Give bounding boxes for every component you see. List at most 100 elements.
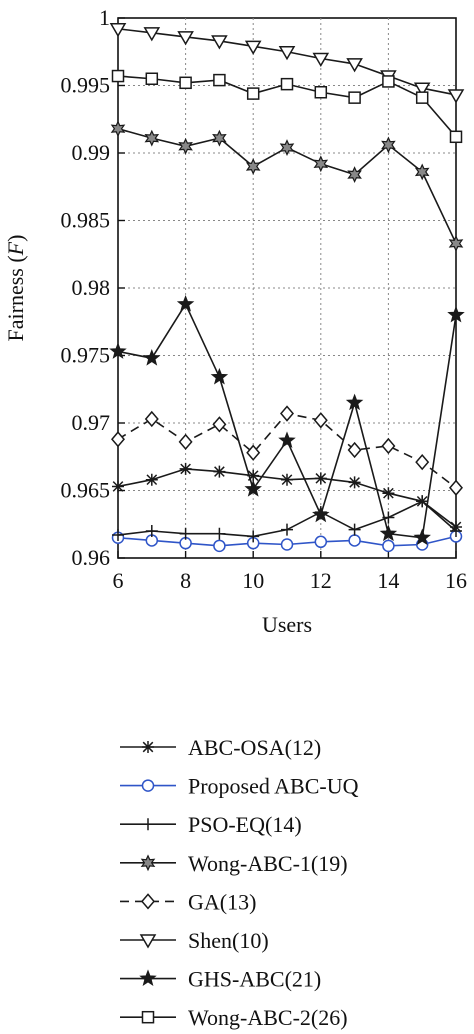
data-point-triangle [278, 46, 296, 61]
y-tick-label: 1 [99, 5, 110, 30]
legend-item: PSO-EQ(14) [120, 812, 302, 837]
data-point-square [348, 91, 361, 104]
data-point-hexstar [381, 136, 396, 154]
y-tick-label: 0.97 [72, 410, 111, 435]
series-wong-abc-2-26 [111, 69, 463, 144]
y-tick-label: 0.96 [72, 545, 111, 570]
data-point-triangle [244, 40, 262, 55]
data-point-diamond [144, 410, 159, 428]
data-point-diamond [381, 437, 396, 455]
y-axis-title-suffix: ) [3, 235, 28, 242]
data-point-diamond [347, 441, 362, 459]
y-tick-label: 0.995 [61, 73, 111, 98]
data-point-asterisk [112, 480, 124, 493]
data-point-plus [213, 527, 226, 540]
legend-item: Shen(10) [120, 928, 269, 953]
plot-area: 6 8 10 12 14 16 0.96 0.965 0.97 0.975 0.98 0.985 0.9… [61, 5, 468, 593]
y-tick-label: 0.975 [61, 343, 111, 368]
x-tick-label: 6 [113, 568, 124, 593]
data-point-circle [213, 539, 226, 553]
data-point-hexstar [140, 854, 156, 872]
y-tick-label: 0.965 [61, 478, 111, 503]
data-point-hexstar [448, 235, 464, 252]
legend-label: GHS-ABC(21) [188, 967, 321, 992]
data-point-triangle [346, 58, 363, 73]
data-point-plus [179, 527, 192, 540]
data-point-star [176, 295, 195, 312]
data-point-hexstar [245, 158, 261, 175]
data-point-plus [142, 818, 154, 831]
axis-labels: Users Fairness (F) [3, 235, 312, 637]
data-point-circle [314, 535, 328, 549]
data-point-star [379, 524, 398, 542]
data-point-star [447, 305, 465, 323]
data-point-square [246, 87, 260, 100]
data-point-hexstar [313, 155, 329, 173]
axes: 6 8 10 12 14 16 0.96 0.965 0.97 0.975 0.98 0.985 0.9… [61, 5, 468, 593]
data-point-hexstar [178, 137, 193, 155]
data-point-square [141, 1010, 155, 1024]
data-point-triangle [139, 934, 157, 949]
data-point-triangle [109, 23, 127, 38]
data-point-star [413, 528, 431, 546]
data-point-asterisk [247, 469, 260, 482]
data-point-diamond [111, 431, 125, 448]
data-point-square [111, 69, 125, 83]
data-point-plus [348, 523, 361, 536]
data-point-triangle [143, 27, 161, 42]
x-axis-title: Users [262, 612, 312, 637]
data-point-plus [416, 495, 429, 508]
data-point-star [345, 393, 364, 411]
series-ga-13 [111, 405, 463, 496]
data-point-plus [281, 523, 293, 536]
data-point-star [139, 969, 157, 987]
data-point-square [449, 130, 463, 144]
data-point-circle [348, 534, 361, 547]
data-point-star [312, 505, 330, 523]
data-point-asterisk [213, 465, 226, 478]
data-point-plus [247, 530, 260, 543]
data-point-diamond [212, 416, 227, 433]
y-tick-label: 0.98 [72, 275, 111, 300]
x-tick-label: 14 [377, 568, 399, 593]
data-point-circle [141, 779, 155, 792]
legend: ABC-OSA(12) Proposed ABC-UQ PSO-EQ(14) Wong… [120, 735, 359, 1030]
data-point-square [179, 76, 192, 90]
data-point-hexstar [347, 166, 362, 184]
legend-item: Proposed ABC-UQ [120, 774, 359, 799]
legend-item: Wong-ABC-2(26) [120, 1005, 348, 1030]
data-point-star [244, 479, 262, 497]
data-point-diamond [246, 444, 261, 461]
data-point-asterisk [145, 473, 158, 486]
y-axis-title-symbol: F [3, 241, 28, 256]
data-point-star [210, 367, 229, 385]
series-wong-abc-1-19 [110, 120, 464, 252]
data-point-asterisk [382, 487, 395, 500]
data-point-star [109, 342, 127, 359]
data-point-square [382, 75, 395, 88]
data-point-triangle [312, 52, 330, 67]
data-point-diamond [280, 405, 294, 422]
data-point-circle [280, 538, 294, 551]
x-tick-label: 12 [310, 568, 332, 593]
legend-item: GHS-ABC(21) [120, 967, 321, 992]
data-point-plus [112, 529, 124, 542]
data-point-asterisk [281, 473, 293, 486]
legend-label: GA(13) [188, 889, 256, 914]
legend-label: Wong-ABC-1(19) [188, 851, 348, 876]
legend-label: PSO-EQ(14) [188, 812, 302, 837]
legend-item: GA(13) [120, 889, 256, 914]
data-point-triangle [447, 89, 465, 104]
legend-label: Shen(10) [188, 928, 269, 953]
x-tick-label: 16 [445, 568, 467, 593]
data-point-hexstar [212, 129, 227, 147]
data-point-square [314, 86, 328, 99]
data-point-diamond [178, 433, 193, 451]
data-point-asterisk [179, 462, 192, 475]
data-point-triangle [177, 31, 194, 46]
series-ghs-abc-21 [109, 295, 465, 546]
data-point-hexstar [414, 163, 430, 181]
series-lines [109, 23, 465, 553]
data-point-square [280, 77, 294, 91]
